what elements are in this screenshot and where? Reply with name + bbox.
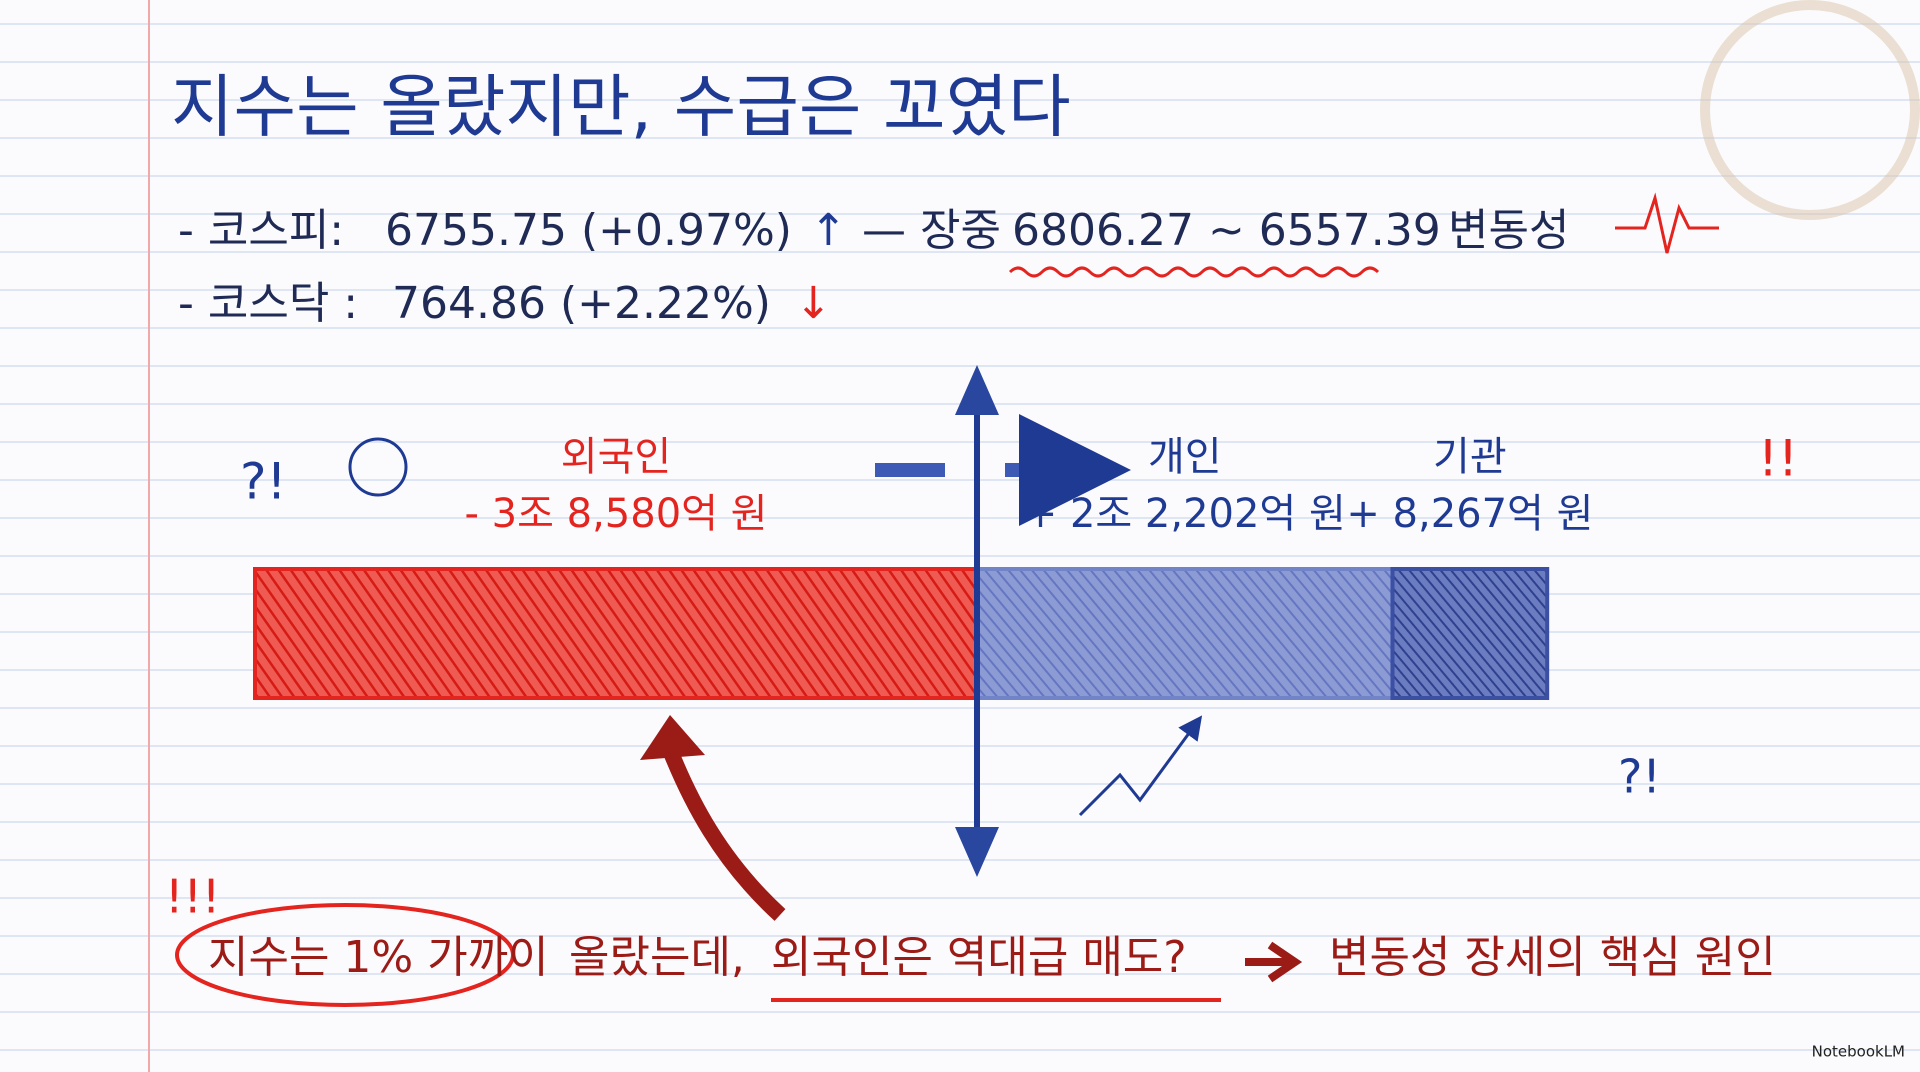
flow-amount: - 3조 8,580억 원 [465,491,768,537]
doodle-top-right: !! [1758,430,1798,488]
kosdaq-arrow: ↓ [795,278,832,329]
kosdaq-value: 764.86 (+2.22%) [392,278,771,329]
flow-name: 개인 [1148,434,1222,480]
coffee-stain [1700,0,1920,220]
doodle-top-left: ?! [240,453,287,511]
ruled-lines [0,23,1920,1051]
kospi-arrow: ↑ [810,205,847,256]
range-note: 변동성 [1448,205,1569,256]
kosdaq-label: - 코스닥 : [178,278,358,329]
flow-amount: + 8,267억 원 [1346,491,1593,537]
kospi-label: - 코스피: [178,205,344,256]
footer-emphasis: 외국인은 역대급 매도? [771,932,1187,983]
flow-bar [975,567,1395,700]
trend-doodle [1078,715,1203,817]
flow-bar [1390,567,1550,700]
footer-highlight: 지수는 1% 가까이 [208,932,549,983]
wavy-underline [1008,266,1380,278]
doodle-bottom-left: !!! [165,870,220,924]
doodle-bottom-right: ?! [1618,750,1661,804]
flow-name: 기관 [1433,434,1507,480]
title: 지수는 올랐지만, 수급은 꼬였다 [171,69,1071,148]
flow-amount: + 2조 2,202억 원 [1024,491,1346,537]
watermark: NotebookLM [1812,1043,1905,1061]
highlight-circle [175,903,515,1007]
callout-arrow [662,747,786,921]
footer-conclusion: 변동성 장세의 핵심 원인 [1329,932,1776,983]
pulse-doodle [1615,192,1719,254]
flow-name: 외국인 [561,434,671,480]
face-doodle [348,437,408,497]
footer-arrow [1245,941,1303,983]
footer-middle: 올랐는데, [569,932,745,983]
flow-bar [253,567,979,700]
callout-arrow-head [640,715,705,760]
kospi-value: 6755.75 (+0.97%) [385,205,792,256]
range: 6806.27 ~ 6557.39 [1012,205,1441,256]
range-prefix: — 장중 [862,205,1001,256]
